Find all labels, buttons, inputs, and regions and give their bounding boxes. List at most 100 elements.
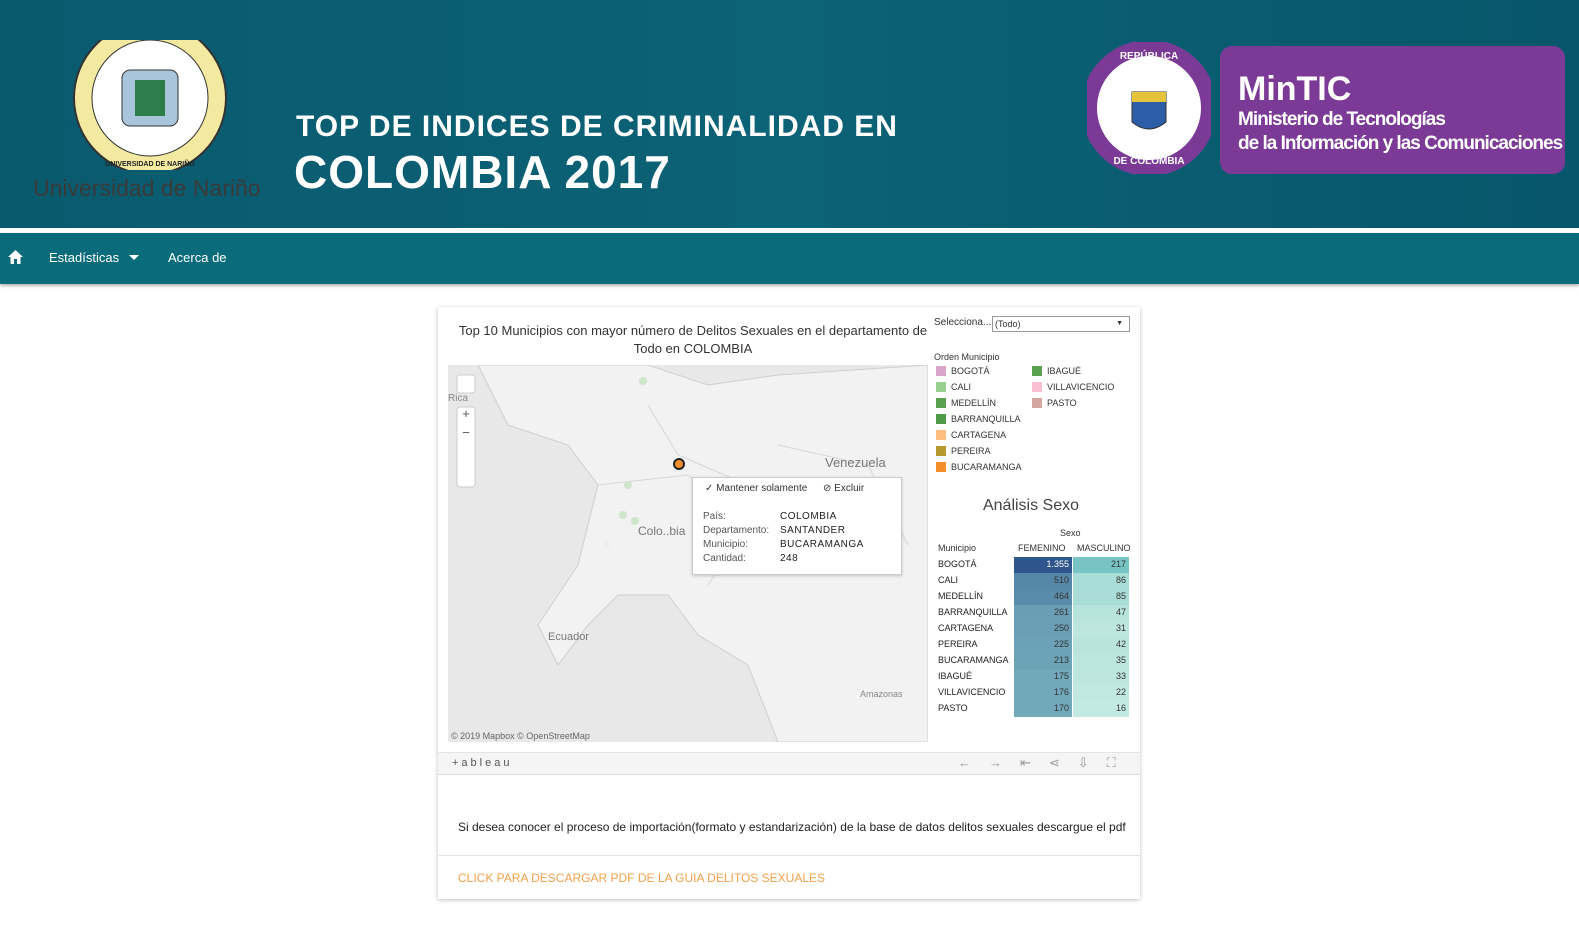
table-cell: 261 (1014, 605, 1072, 621)
table-title: Análisis Sexo (982, 497, 1080, 514)
row-label: CALI (938, 575, 959, 585)
tooltip-exclude-text: Excluir (834, 483, 865, 494)
map-label: Ecuador (548, 631, 589, 643)
table-cell: 464 (1014, 589, 1072, 605)
seal-top: REPÚBLICA (1120, 49, 1178, 62)
map-point[interactable] (673, 458, 685, 470)
toolbar-icons[interactable]: ←→⇤⋖⇩⛶ (958, 755, 1134, 770)
tableau-brand[interactable]: +ableau (452, 757, 513, 769)
cell-value: 33 (1115, 671, 1126, 681)
table-cell: 16 (1073, 701, 1129, 717)
viz-card: Top 10 Municipios con mayor número de De… (438, 307, 1140, 899)
legend-label[interactable]: MEDELLÍN (951, 398, 997, 408)
row-label: PASTO (938, 703, 968, 713)
row-label: MEDELLÍN (938, 591, 984, 601)
table-cell: 1.355 (1014, 557, 1072, 573)
column-header: MASCULINO (1077, 543, 1131, 553)
legend-title: Orden Municipio (934, 352, 1000, 362)
tooltip-key: Municipio: (703, 539, 749, 550)
cell-value: 35 (1115, 655, 1126, 665)
table-cell: 213 (1014, 653, 1072, 669)
university-seal: TANTVM POSSVMVS QVANTVM SCIMVS UNIVERSID… (73, 40, 227, 170)
filter-select[interactable]: (Todo) ▼ (992, 316, 1130, 332)
legend-swatch[interactable] (1032, 398, 1042, 408)
home-icon[interactable] (7, 249, 24, 265)
legend-label[interactable]: VILLAVICENCIO (1047, 382, 1115, 392)
table-cell: 86 (1073, 573, 1129, 589)
seal-name: UNIVERSIDAD DE NARIÑO (105, 159, 195, 168)
cell-value: 86 (1115, 575, 1126, 585)
row-label: IBAGUÉ (938, 671, 973, 681)
navbar: Estadísticas Acerca de (0, 233, 1579, 284)
cell-value: 85 (1115, 591, 1126, 601)
nav-acerca[interactable]: Acerca de (168, 250, 227, 265)
mintic-box: MinTIC Ministerio de Tecnologías de la I… (1220, 46, 1565, 174)
legend-label[interactable]: CALI (951, 382, 972, 392)
tooltip: ✓ Mantener solamente ⊘ Excluir País: COLO… (692, 477, 902, 575)
legend-label[interactable]: BUCARAMANGA (951, 462, 1022, 472)
legend-swatch[interactable] (1032, 382, 1042, 392)
row-label: BARRANQUILLA (938, 607, 1008, 617)
map-search[interactable] (456, 374, 476, 394)
map-label: Rica (448, 393, 468, 404)
divider (438, 855, 1140, 856)
legend-swatch[interactable] (936, 398, 946, 408)
map-attribution: © 2019 Mapbox © OpenStreetMap (451, 731, 590, 741)
map-label: Venezuela (825, 455, 886, 470)
legend-label[interactable]: IBAGUÉ (1047, 366, 1082, 376)
legend-swatch[interactable] (936, 414, 946, 424)
legend: BOGOTÁ CALI MEDELLÍN BARRANQUILLA CARTAGENA P… (936, 366, 1136, 476)
table-cell: 22 (1073, 685, 1129, 701)
cell-value: 510 (1053, 575, 1069, 585)
cell-value: 16 (1115, 703, 1126, 713)
legend-swatch[interactable] (936, 430, 946, 440)
table-cell: 42 (1073, 637, 1129, 653)
legend-swatch[interactable] (936, 382, 946, 392)
tooltip-value: BUCARAMANGA (780, 539, 864, 550)
legend-label[interactable]: BOGOTÁ (951, 366, 990, 376)
table-cell: 217 (1073, 557, 1129, 573)
description: Si desea conocer el proceso de importaci… (458, 820, 1126, 834)
legend-label[interactable]: CARTAGENA (951, 430, 1007, 440)
cell-value: 213 (1053, 655, 1069, 665)
row-label: PEREIRA (938, 639, 978, 649)
header: TANTVM POSSVMVS QVANTVM SCIMVS UNIVERSID… (0, 0, 1579, 228)
cell-value: 31 (1115, 623, 1126, 633)
table: Municipio FEMENINO MASCULINO BOGOTÁ 1.355 217… (934, 541, 1131, 717)
table-cell: 35 (1073, 653, 1129, 669)
viz-title: Top 10 Municipios con mayor número de De… (458, 323, 928, 356)
cell-value: 176 (1053, 687, 1069, 697)
legend-swatch[interactable] (936, 366, 946, 376)
legend-label[interactable]: PASTO (1047, 398, 1077, 408)
colombia-seal: REPÚBLICA DE COLOMBIA (1087, 42, 1211, 174)
legend-label[interactable]: BARRANQUILLA (951, 414, 1021, 424)
tooltip-keep[interactable]: ✓ Mantener solamente (705, 483, 808, 494)
cell-value: 47 (1115, 607, 1126, 617)
filter-value: (Todo) (995, 319, 1021, 329)
tooltip-value: COLOMBIA (780, 511, 837, 522)
nav-estadisticas[interactable]: Estadísticas (49, 250, 120, 265)
legend-swatch[interactable] (936, 462, 946, 472)
tooltip-key: Departamento: (703, 525, 770, 536)
filter-label: Selecciona... (934, 317, 992, 328)
table-group-header: Sexo (1060, 528, 1081, 538)
map-label: Amazonas (860, 689, 903, 699)
download-link[interactable]: CLICK PARA DESCARGAR PDF DE LA GUIA DELI… (458, 871, 826, 885)
legend-label[interactable]: PEREIRA (951, 446, 991, 456)
cell-value: 217 (1110, 559, 1126, 569)
tooltip-keep-text: Mantener solamente (716, 483, 808, 494)
mintic: MinTIC (1238, 70, 1352, 108)
table-cell: 510 (1014, 573, 1072, 589)
tooltip-exclude[interactable]: ⊘ Excluir (823, 483, 865, 494)
title-line-2: COLOMBIA 2017 (294, 146, 671, 198)
legend-swatch[interactable] (1032, 366, 1042, 376)
cell-value: 42 (1115, 639, 1126, 649)
table-cell: 250 (1014, 621, 1072, 637)
legend-swatch[interactable] (936, 446, 946, 456)
tooltip-value: 248 (780, 553, 799, 564)
map-controls[interactable] (456, 406, 476, 488)
university-name: Universidad de Nariño (33, 175, 261, 201)
tooltip-key: País: (703, 511, 726, 522)
map-label: Colo..bia (638, 524, 686, 538)
